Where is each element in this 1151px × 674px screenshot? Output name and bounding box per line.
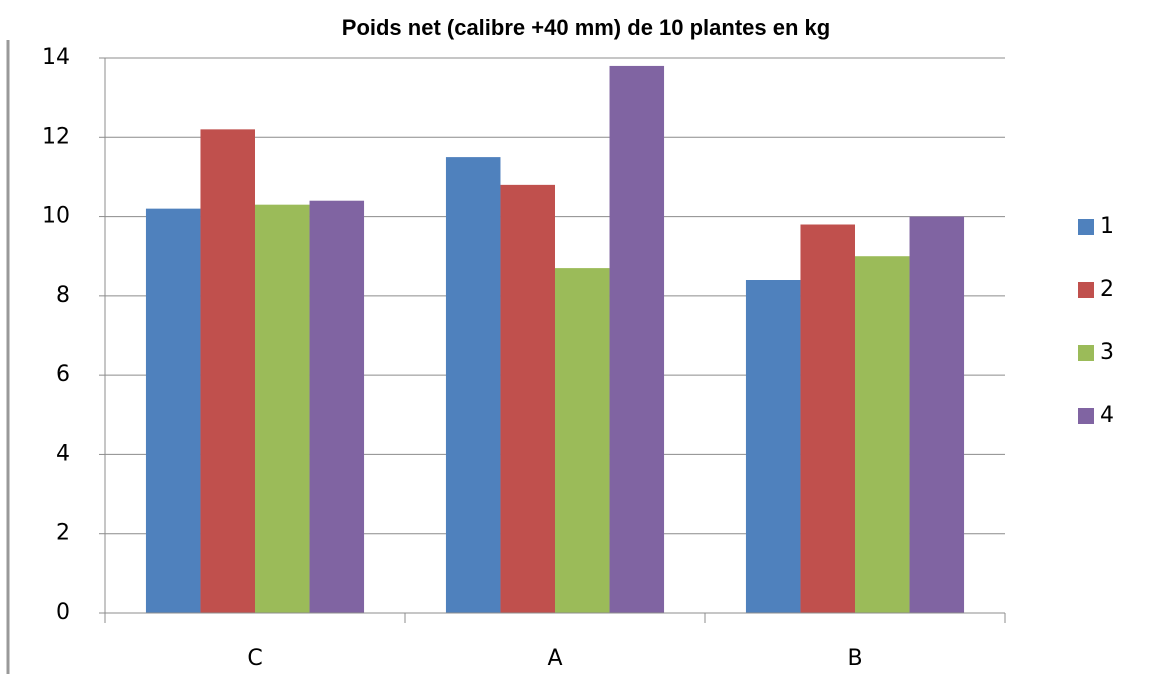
chart-title: Poids net (calibre +40 mm) de 10 plantes… — [342, 15, 830, 40]
x-tick-label: C — [247, 646, 262, 671]
legend-swatch — [1078, 219, 1094, 235]
bar — [555, 268, 610, 613]
y-tick-label: 6 — [56, 362, 70, 387]
legend-swatch — [1078, 282, 1094, 298]
bar — [800, 224, 855, 613]
bar — [445, 157, 501, 613]
legend-label: 1 — [1100, 214, 1114, 239]
legend-swatch — [1078, 408, 1094, 424]
bar — [500, 184, 555, 613]
bar — [309, 200, 365, 613]
y-tick-label: 14 — [42, 45, 70, 70]
y-tick-label: 0 — [56, 600, 70, 625]
y-tick-label: 8 — [56, 283, 70, 308]
bar — [855, 256, 910, 613]
bar — [145, 208, 201, 613]
bar — [200, 129, 255, 613]
legend-label: 3 — [1100, 340, 1114, 365]
legend-label: 2 — [1100, 277, 1114, 302]
y-tick-label: 4 — [56, 441, 70, 466]
legend-label: 4 — [1100, 403, 1114, 428]
bar — [745, 280, 801, 613]
x-tick-label: A — [547, 646, 562, 671]
bar — [255, 204, 310, 613]
y-tick-label: 2 — [56, 521, 70, 546]
bar — [909, 216, 965, 614]
y-tick-label: 12 — [42, 124, 70, 149]
x-tick-label: B — [847, 646, 862, 671]
legend-swatch — [1078, 345, 1094, 361]
y-tick-label: 10 — [42, 204, 70, 229]
bar — [609, 65, 665, 613]
